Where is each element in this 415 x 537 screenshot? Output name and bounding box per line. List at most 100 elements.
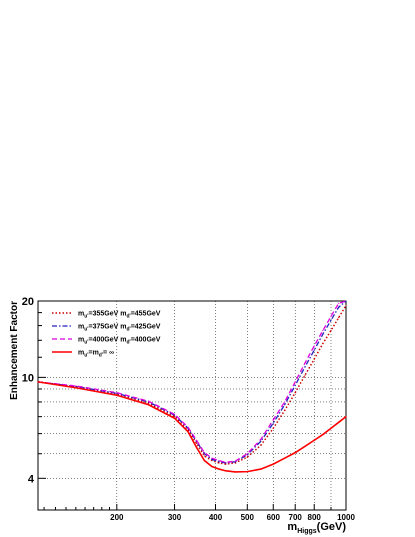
series-3-point-15 <box>284 457 286 459</box>
series-2-point-17 <box>304 362 306 364</box>
series-1-point-20 <box>330 319 332 321</box>
legend-label-1-part-1: u' <box>84 327 88 333</box>
legend-label-1-part-3: d' <box>126 327 130 333</box>
series-1-point-13 <box>260 440 262 442</box>
series-0-point-14 <box>272 427 274 429</box>
series-3-point-5 <box>187 431 189 433</box>
x-tick-label-2: 400 <box>209 513 223 522</box>
series-2-point-10 <box>225 461 227 464</box>
series-1-point-8 <box>211 458 213 460</box>
y-tick-label-2: 20 <box>22 296 34 308</box>
legend-label-1-part-0: m <box>78 324 84 331</box>
legend-label-3: mu'=md'= ∞ <box>78 350 114 359</box>
series-line-3 <box>37 381 347 473</box>
legend-label-2-part-0: m <box>78 337 84 344</box>
series-0-point-21 <box>338 317 340 319</box>
series-1-point-12 <box>246 454 248 456</box>
series-0-point-20 <box>330 329 332 332</box>
series-1-point-16 <box>294 384 296 386</box>
plot-frame <box>37 300 347 511</box>
series-2-point-4 <box>173 413 176 415</box>
legend-label-0-part-0: m <box>78 311 84 318</box>
legend-label-0-part-4: =455GeV <box>131 311 161 318</box>
series-0-point-13 <box>260 444 262 446</box>
series-2-point-12 <box>246 453 248 455</box>
series-2-point-16 <box>294 381 296 383</box>
series-3-point-17 <box>304 445 306 447</box>
series-2-point-3 <box>147 400 150 402</box>
legend-label-1-part-2: =375GeV m <box>88 324 126 331</box>
series-2-point-1 <box>75 385 77 387</box>
y-axis-label: Enhancement Factor <box>9 301 20 400</box>
series-0-point-4 <box>173 416 176 418</box>
series-0-point-19 <box>322 342 324 345</box>
series-0-point-15 <box>284 409 286 412</box>
series-3-point-1 <box>75 387 77 389</box>
legend-label-3-part-0: m <box>78 350 84 357</box>
series-0-point-11 <box>234 462 237 464</box>
legend-label-3-part-4: = ∞ <box>103 350 114 357</box>
series-lines <box>37 300 347 473</box>
x-tick-label-3: 500 <box>241 513 255 522</box>
x-tick-label-1: 300 <box>168 513 182 522</box>
series-3-point-4 <box>173 417 176 419</box>
x-tick-label-0: 200 <box>110 513 124 522</box>
legend-label-3-part-3: d' <box>99 353 103 359</box>
series-0-point-12 <box>246 456 248 458</box>
legend-label-2: mu'=400GeV md'=400GeV <box>78 337 161 346</box>
series-2-point-14 <box>272 419 274 421</box>
axes: 200 300 400 500 600 700 800 1000 4 10 20 <box>22 296 356 522</box>
legend-label-2-part-4: =400GeV <box>131 337 161 344</box>
series-3-point-12 <box>246 471 248 473</box>
series-1-point-14 <box>272 422 274 424</box>
series-3-point-21 <box>338 421 340 423</box>
series-0-point-18 <box>313 358 315 360</box>
legend-label-2-part-2: =400GeV m <box>88 337 126 344</box>
x-axis-label-sub: Higgs <box>297 528 317 535</box>
series-2-point-18 <box>313 345 315 347</box>
series-2-point-2 <box>116 392 118 394</box>
series-2-point-9 <box>218 459 220 462</box>
legend-label-3-part-2: =m <box>88 350 98 357</box>
series-0-point-8 <box>211 459 213 462</box>
series-1-point-9 <box>218 461 220 463</box>
legend-label-0-part-1: u' <box>84 314 88 320</box>
x-tick-label-6: 800 <box>308 513 322 522</box>
series-3-point-19 <box>322 433 324 436</box>
x-tick-label-4: 600 <box>267 513 281 522</box>
legend-label-0-part-3: d' <box>126 314 130 320</box>
series-1-point-17 <box>304 366 306 368</box>
series-0-point-3 <box>147 402 150 404</box>
series-0-point-7 <box>203 455 206 457</box>
series-0-point-17 <box>304 374 306 376</box>
series-3-point-6 <box>195 446 198 448</box>
series-2-point-7 <box>203 452 206 454</box>
series-0-point-16 <box>294 392 296 394</box>
series-3-point-11 <box>234 471 237 473</box>
series-3-point-9 <box>218 468 220 470</box>
y-tick-label-1: 10 <box>22 372 34 384</box>
x-axis-label-unit: (GeV) <box>317 521 347 533</box>
series-2-point-8 <box>211 457 213 459</box>
series-3-point-7 <box>203 459 206 462</box>
series-3-point-10 <box>225 470 227 472</box>
series-2-point-6 <box>195 439 198 441</box>
series-1-point-7 <box>203 453 206 455</box>
series-2-point-19 <box>322 329 324 332</box>
series-3-point-13 <box>260 468 262 470</box>
legend-label-0-part-2: =355GeV m <box>88 311 126 318</box>
series-3-point-22 <box>345 416 347 418</box>
series-0-point-6 <box>195 442 198 444</box>
series-3-point-2 <box>116 394 118 396</box>
series-3-point-20 <box>330 427 332 429</box>
series-2-point-5 <box>187 426 189 428</box>
series-2-point-20 <box>330 315 332 317</box>
legend-label-1-part-4: =425GeV <box>131 324 161 331</box>
x-axis-label-main: m <box>287 521 297 533</box>
series-1-point-19 <box>322 333 324 335</box>
x-tick-label-7: 1000 <box>337 513 355 522</box>
legend-label-3-part-1: u' <box>84 353 88 359</box>
